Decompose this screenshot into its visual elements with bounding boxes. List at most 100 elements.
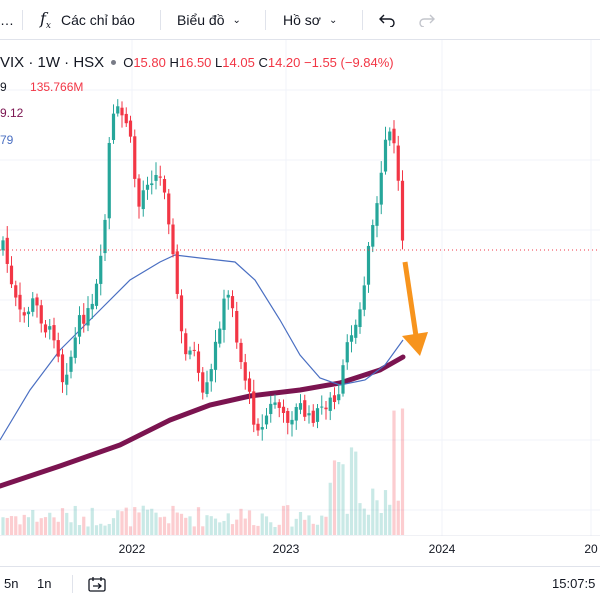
volume-bar	[354, 451, 358, 535]
ma-short-line	[0, 254, 404, 441]
volume-indicator-legend[interactable]: 9 135.766M	[0, 80, 83, 94]
volume-bar	[201, 526, 205, 535]
toolbar-overflow-button[interactable]: …	[0, 12, 14, 28]
volume-bar	[358, 503, 362, 535]
candle-body	[345, 342, 349, 363]
volume-bar	[252, 525, 256, 535]
volume-bar	[188, 516, 192, 535]
volume-bar	[277, 524, 281, 535]
go-to-date-button[interactable]	[88, 567, 106, 600]
volume-bar	[371, 488, 375, 535]
volume-bar	[39, 518, 43, 535]
volume-bar	[243, 518, 247, 535]
volume-bar	[56, 521, 60, 535]
volume-bar	[73, 505, 77, 535]
volume-bar	[362, 508, 366, 535]
candle-body	[337, 394, 341, 401]
candle-body	[48, 326, 52, 330]
volume-bar	[247, 510, 252, 535]
toolbar-divider	[160, 10, 161, 30]
volume-bar	[286, 505, 290, 535]
layout-dropdown[interactable]: Biểu đồ ⌄	[177, 0, 241, 40]
candle-body	[192, 349, 196, 351]
range-5y-label: 5n	[4, 576, 19, 591]
volume-bar	[341, 464, 345, 535]
volume-label: 9	[0, 80, 7, 94]
volume-bar	[99, 523, 103, 535]
volume-bar	[133, 507, 137, 535]
candle-body	[171, 224, 175, 255]
volume-bar	[52, 517, 56, 535]
volume-bar	[218, 522, 222, 535]
candle-body	[111, 113, 116, 140]
volume-bar	[209, 516, 213, 535]
candle-body	[235, 310, 239, 343]
volume-bar	[22, 514, 26, 535]
volume-bar	[226, 513, 230, 535]
candle-body	[188, 350, 192, 355]
candle-body	[358, 309, 362, 328]
candle-body	[320, 406, 324, 408]
volume-bar	[18, 524, 22, 535]
volume-bar	[150, 508, 154, 535]
candle-body	[294, 407, 298, 421]
volume-bar	[69, 522, 73, 535]
volume-bar	[175, 512, 179, 535]
indicators-button[interactable]: fx Các chỉ báo	[40, 0, 135, 40]
market-status-dot	[111, 59, 117, 65]
candle-body	[9, 265, 14, 285]
redo-button[interactable]	[418, 0, 436, 40]
undo-button[interactable]	[378, 0, 396, 40]
candle-body	[26, 311, 31, 315]
candle-body	[400, 180, 405, 241]
volume-bar	[281, 505, 286, 535]
volume-bar	[260, 513, 264, 535]
ohlc-values: O15.80 H16.50 L14.05 C14.20 −1.55 (−9.84…	[123, 55, 393, 70]
range-1y-button[interactable]: 1n	[37, 567, 51, 600]
candle-body	[281, 406, 286, 413]
x-tick-label: 2024	[428, 542, 456, 556]
candle-body	[315, 408, 320, 422]
candle-body	[162, 179, 167, 193]
volume-bar	[269, 522, 273, 535]
ma-short-legend[interactable]: 79	[0, 133, 13, 147]
candle-body	[133, 136, 137, 179]
ma-short-value: 79	[0, 133, 14, 147]
bottom-divider	[72, 575, 73, 593]
clock-time: 15:07:5	[552, 576, 596, 591]
toolbar-divider	[265, 10, 266, 30]
ma-long-value: 9.12	[0, 106, 24, 120]
candle-body	[264, 415, 269, 425]
volume-bar	[48, 512, 52, 535]
x-tick-label: 2022	[118, 542, 146, 556]
indicators-label: Các chỉ báo	[61, 12, 135, 28]
volume-bar	[324, 516, 328, 535]
candle-body	[286, 410, 290, 423]
price-chart[interactable]	[0, 40, 600, 536]
volume-bar	[90, 507, 94, 535]
time-axis[interactable]: 2022 2023 2024 20	[0, 536, 600, 560]
open-label: O	[123, 54, 134, 70]
volume-bar	[158, 517, 162, 535]
clock-display[interactable]: 15:07:5	[552, 567, 595, 600]
volume-bar	[375, 500, 379, 535]
candle-body	[230, 296, 235, 309]
profile-dropdown[interactable]: Hồ sơ ⌄	[283, 0, 337, 40]
volume-bar	[303, 519, 307, 535]
candle-body	[154, 174, 158, 181]
candle-body	[239, 342, 243, 363]
volume-bar	[328, 482, 332, 535]
candle-body	[247, 378, 252, 392]
range-5y-button[interactable]: 5n	[4, 567, 18, 600]
symbol-label[interactable]: VIX · 1W · HSX	[0, 53, 105, 71]
range-1y-label: 1n	[37, 576, 52, 591]
ma-long-legend[interactable]: 9.12	[0, 106, 23, 120]
volume-bar	[349, 447, 354, 535]
volume-bar	[273, 526, 277, 535]
candle-body	[90, 303, 94, 310]
candle-body	[379, 172, 383, 205]
candle-body	[371, 225, 375, 247]
candle-body	[82, 314, 86, 324]
volume-bar	[86, 526, 90, 535]
volume-bar	[171, 505, 175, 535]
